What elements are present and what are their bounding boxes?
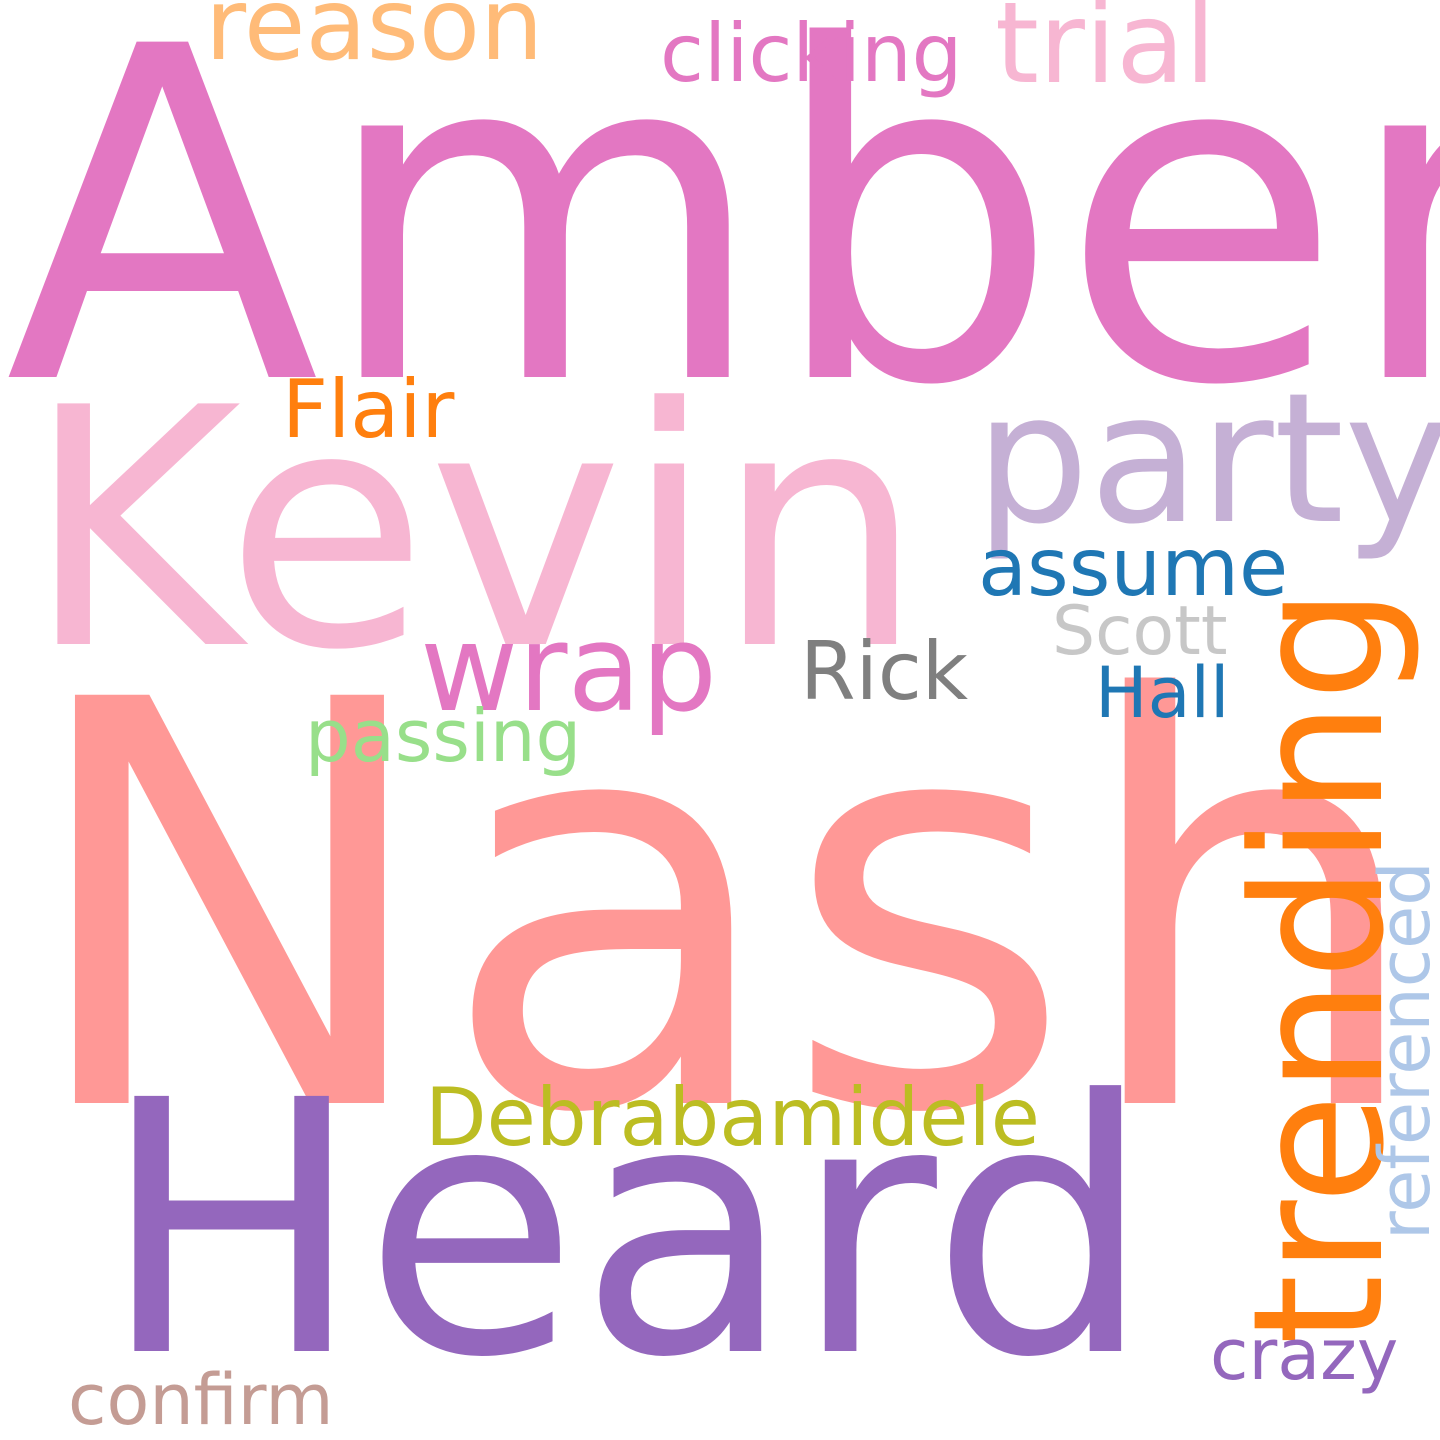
word-heard: Heard [100,1026,1153,1434]
word-party: party [975,355,1440,564]
word-debrabamidele: Debrabamidele [425,1071,1040,1164]
word-crazy: crazy [1210,1314,1399,1396]
word-wrap: wrap [420,600,718,739]
word-hall: Hall [1095,652,1230,734]
word-reason: reason [205,0,544,83]
word-trial: trial [995,0,1216,109]
word-flair: Flair [282,363,455,456]
word-assume: assume [978,521,1289,614]
word-nash: Nash [20,584,1429,1236]
word-confirm: confirm [68,1359,334,1440]
word-clicking: clicking [660,7,963,100]
word-amber: Amber [5,0,1440,486]
word-kevin: Kevin [25,338,925,722]
word-rick: Rick [800,625,969,718]
word-referenced: referenced [1364,861,1440,1240]
word-passing: passing [305,694,582,778]
word-scott: Scott [1052,592,1228,671]
